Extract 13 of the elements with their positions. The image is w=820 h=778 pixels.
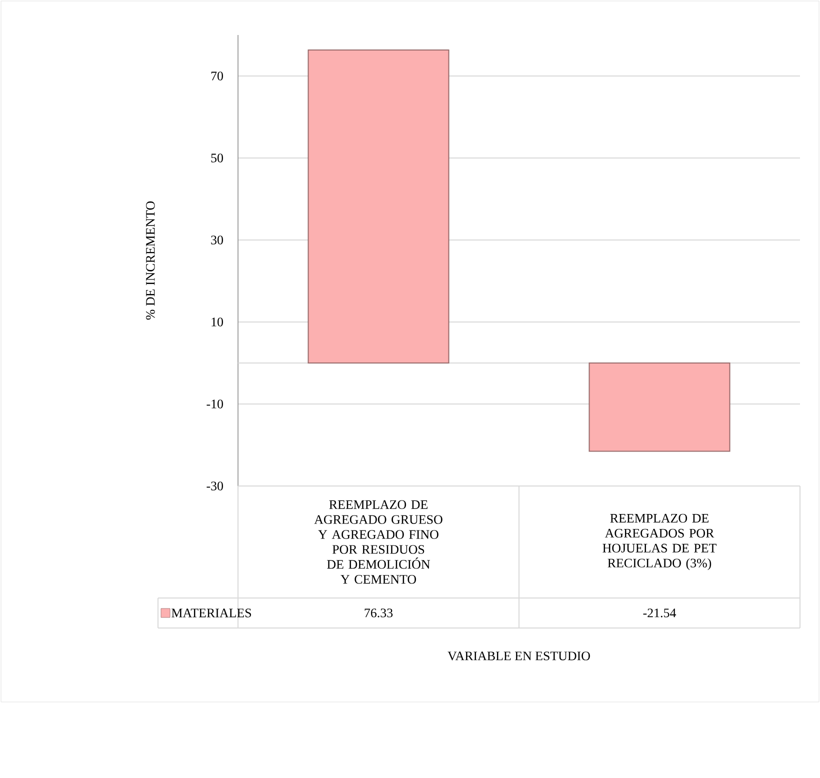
y-tick-label: 70 [211,72,223,80]
data-label: 76.33 [364,608,393,618]
y-tick-label: 50 [211,154,223,162]
x-tick-label: REEMPLAZO DE AGREGADOS POR HOJUELAS DE PET RECICLADO (3%) [602,514,716,570]
data-label: -21.54 [643,608,676,618]
y-axis-title: % DE INCREMENTO [146,201,155,320]
x-tick-label: REEMPLAZO DE AGREGADO GRUESO Y AGREGADO FINO POR RESIDUOS DE DEMOLICIÓN Y CEMENTO [314,500,442,584]
y-tick-label: -30 [206,482,223,490]
text: VARIABLE EN ESTUDIO [448,652,590,660]
legend-label: MATERIALES [172,608,252,618]
y-tick-label: 30 [211,236,223,244]
y-tick-label: 10 [212,318,223,326]
y-tick-label: -10 [206,400,223,408]
